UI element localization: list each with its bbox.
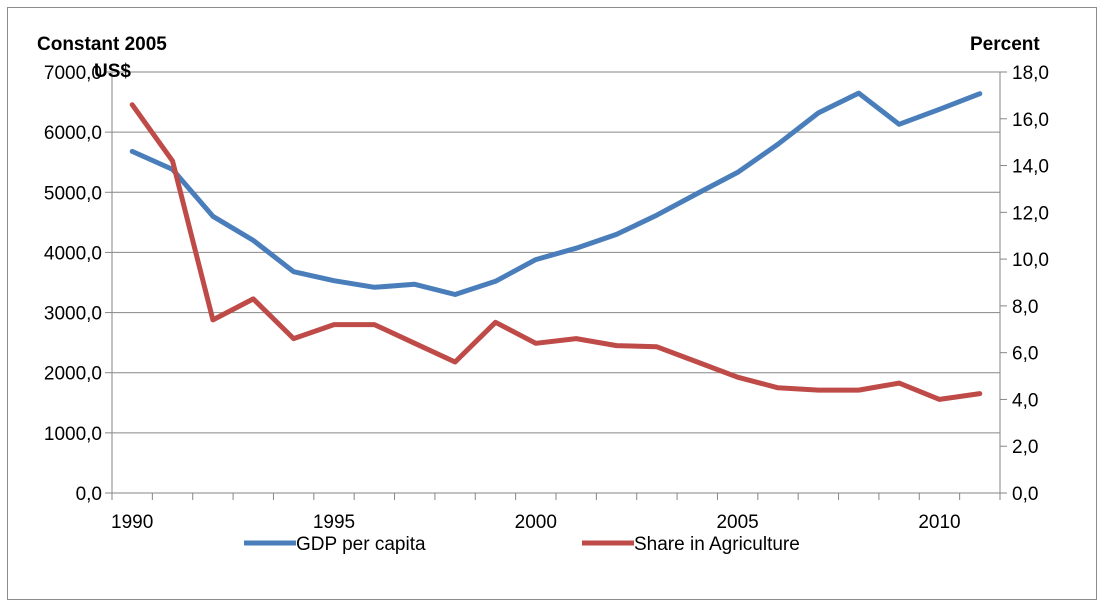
left-axis-title-line2: US$ [94, 61, 131, 82]
series-line-gdp [129, 90, 983, 297]
legend: GDP per capita Share in Agriculture [244, 534, 800, 555]
right-tick-label: 2,0 [1012, 437, 1038, 458]
x-tick-label: 2000 [515, 512, 557, 533]
right-tick-label: 14,0 [1012, 157, 1049, 178]
series-line-agriculture [129, 102, 983, 402]
left-tick-label: 1000,0 [44, 424, 102, 445]
right-tick-label: 18,0 [1012, 63, 1049, 84]
right-tick-label: 4,0 [1012, 390, 1038, 411]
axes [105, 71, 1007, 500]
gridlines [112, 71, 1000, 434]
x-tick-label: 2005 [716, 512, 758, 533]
right-tick-label: 8,0 [1012, 297, 1038, 318]
right-tick-label: 16,0 [1012, 110, 1049, 131]
right-tick-label: 6,0 [1012, 344, 1038, 365]
left-tick-label: 4000,0 [44, 243, 102, 264]
left-tick-label: 0,0 [76, 484, 102, 505]
left-tick-label: 2000,0 [44, 364, 102, 385]
left-tick-label: 7000,0 [44, 63, 102, 84]
right-tick-label: 12,0 [1012, 203, 1049, 224]
left-tick-label: 6000,0 [44, 123, 102, 144]
left-tick-label: 3000,0 [44, 304, 102, 325]
right-axis-title: Percent [970, 34, 1040, 55]
legend-label-gdp: GDP per capita [296, 534, 426, 555]
left-tick-label: 5000,0 [44, 183, 102, 204]
x-tick-label: 1990 [111, 512, 153, 533]
chart-frame [7, 7, 1097, 600]
left-axis-title-line1: Constant 2005 [37, 34, 167, 55]
x-tick-label: 1995 [313, 512, 355, 533]
right-tick-label: 0,0 [1012, 484, 1038, 505]
x-tick-label: 2010 [918, 512, 960, 533]
tick-labels: 0,0 1000,0 2000,0 3000,0 4000,0 5000,0 6000,0 7… [44, 63, 1049, 533]
right-tick-label: 10,0 [1012, 250, 1049, 271]
legend-label-agriculture: Share in Agriculture [634, 534, 800, 555]
series-lines [129, 90, 983, 402]
